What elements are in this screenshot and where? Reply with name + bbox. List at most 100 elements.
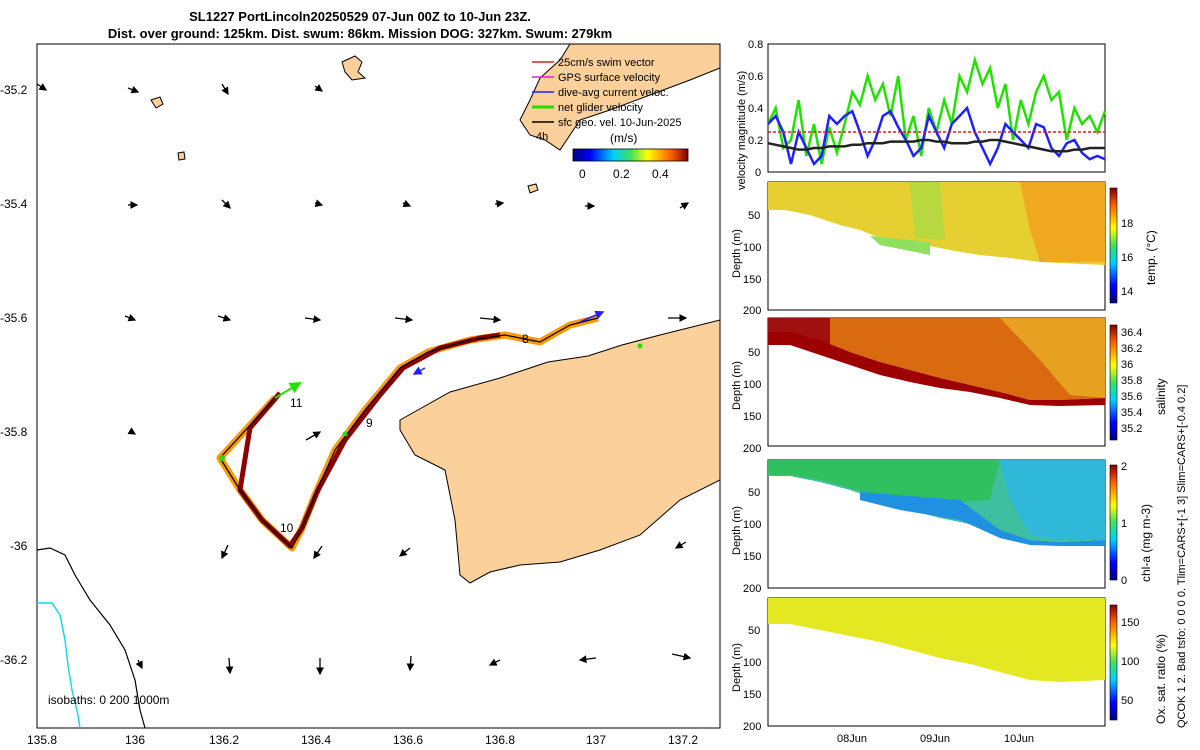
- vel-ytick: 0.4: [748, 103, 763, 115]
- sal-cbar-tick: 35.8: [1121, 375, 1142, 387]
- sal-colorbar: [1109, 324, 1118, 441]
- colorbar-unit: (m/s): [610, 131, 637, 145]
- lat-tick: -35.8: [0, 425, 28, 439]
- map-legend: 25cm/s swim vector GPS surface velocity …: [532, 57, 689, 181]
- temp-ylabel: Depth (m): [731, 229, 743, 278]
- vel-ytick: 0.6: [748, 71, 763, 83]
- velocity-ylabel: velocity magnitude (m/s): [736, 71, 748, 190]
- chla-ylabel: Depth (m): [731, 506, 743, 555]
- chla-ytick: 100: [743, 519, 761, 531]
- temp-colorbar: [1109, 187, 1118, 304]
- legend-label-gps: GPS surface velocity: [558, 72, 661, 84]
- chla-ytick: 200: [743, 583, 761, 595]
- chla-panel: Depth (m) 50 100 150 200 0 1 2 chl-a (mg…: [731, 459, 1153, 595]
- track-label-10: 10: [280, 521, 294, 535]
- temp-ytick: 200: [743, 305, 761, 317]
- legend-label-dive: dive-avg current veloc.: [558, 87, 669, 99]
- sal-cbar-tick: 35.4: [1121, 407, 1142, 419]
- colorbar-tick-0: 0: [579, 167, 586, 181]
- temp-cbar-tick: 16: [1121, 252, 1133, 264]
- temp-cbar-label: temp. (°C): [1144, 230, 1158, 285]
- sal-cbar-tick: 36.2: [1121, 343, 1142, 355]
- chla-cbar-tick: 0: [1121, 575, 1127, 587]
- lat-tick: -35.6: [0, 311, 28, 325]
- lon-tick: 136.4: [301, 733, 331, 747]
- sal-ytick: 50: [748, 347, 760, 359]
- yorke-peninsula: [519, 43, 721, 151]
- colorbar-tick-04: 0.4: [652, 167, 669, 181]
- lon-tick: 135.8: [27, 733, 57, 747]
- ox-ytick: 100: [743, 657, 761, 669]
- ox-ylabel: Depth (m): [731, 643, 743, 692]
- sal-ytick: 150: [743, 411, 761, 423]
- vel-ytick: 0: [755, 167, 761, 179]
- legend-label-swim: 25cm/s swim vector: [558, 57, 655, 69]
- ox-ytick: 50: [748, 625, 760, 637]
- xtick-08jun: 08Jun: [837, 733, 867, 745]
- map-axis-ticks: 135.8 136 136.2 136.4 136.6 136.8 137 13…: [0, 83, 698, 747]
- lat-tick: -35.4: [0, 197, 28, 211]
- glider-track: [216, 310, 643, 552]
- sal-cbar-tick: 36: [1121, 359, 1133, 371]
- lon-tick: 136: [125, 733, 145, 747]
- chla-cbar-tick: 1: [1121, 518, 1127, 530]
- ox-cbar-tick: 150: [1121, 617, 1139, 629]
- salinity-panel: Depth (m) 50 100 150 200 35.2 35.4 35.6 …: [731, 317, 1168, 455]
- mainland-coast: [36, 547, 146, 729]
- sal-cbar-tick: 36.4: [1121, 327, 1142, 339]
- temp-ytick: 50: [748, 210, 760, 222]
- lat-tick: -35.2: [0, 83, 28, 97]
- lat-tick: -36.2: [0, 653, 28, 667]
- oxygen-panel: Depth (m) 50 100 150 200 50 100 150 Ox. …: [731, 597, 1168, 745]
- speed-colorbar: [572, 148, 689, 162]
- lon-tick: 136.8: [485, 733, 515, 747]
- velocity-series-2: [767, 138, 1105, 153]
- temp-ytick: 150: [743, 274, 761, 286]
- qc-side-note: QCOK 1 2. Bad tsfo: 0 0 0 0. Tlim=CARS+[…: [1176, 385, 1188, 728]
- lon-tick: 136.2: [209, 733, 239, 747]
- track-label-8: 8: [522, 332, 529, 346]
- ox-cbar-tick: 50: [1121, 695, 1133, 707]
- isobath-200: [37, 602, 81, 729]
- colorbar-tick-02: 0.2: [613, 167, 630, 181]
- temperature-panel: Depth (m) 50 100 150 200 14 16 18 temp. …: [731, 181, 1158, 317]
- sal-cbar-label: salinity: [1154, 378, 1168, 415]
- island-1: [341, 55, 367, 81]
- chla-ytick: 150: [743, 551, 761, 563]
- map-panel: 8 9 10 11 25cm/s swim vector GPS surface…: [0, 43, 721, 747]
- title-line-1: SL1227 PortLincoln20250529 07-Jun 00Z to…: [189, 9, 531, 24]
- title-line-2: Dist. over ground: 125km. Dist. swum: 86…: [107, 26, 613, 41]
- kangaroo-island: [399, 319, 721, 584]
- isobaths-label: isobaths: 0 200 1000m: [48, 693, 169, 707]
- legend-time-label: 4h: [536, 131, 548, 143]
- island-2: [150, 96, 164, 109]
- sal-cbar-tick: 35.6: [1121, 391, 1142, 403]
- ox-cbar-label: Ox. sat. ratio (%): [1154, 634, 1168, 724]
- sal-ytick: 200: [743, 443, 761, 455]
- chla-cbar-tick: 2: [1121, 461, 1127, 473]
- temp-ytick: 100: [743, 242, 761, 254]
- xtick-10jun: 10Jun: [1004, 733, 1034, 745]
- chla-cbar-label: chl-a (mg m-3): [1139, 504, 1153, 582]
- xtick-09jun: 09Jun: [920, 733, 950, 745]
- legend-label-sfc: sfc geo. vel. 10-Jun-2025: [558, 117, 682, 129]
- sal-cbar-tick: 35.2: [1121, 423, 1142, 435]
- velocity-panel: velocity magnitude (m/s) 0 0.2 0.4 0.6 0…: [736, 39, 1107, 190]
- chla-colorbar: [1109, 464, 1118, 581]
- ox-colorbar: [1109, 604, 1118, 721]
- temp-cbar-tick: 14: [1121, 286, 1133, 298]
- track-label-9: 9: [366, 416, 373, 430]
- lat-tick: -36: [10, 539, 28, 553]
- island-4: [527, 183, 539, 194]
- current-vectors: [36, 83, 692, 676]
- ox-ytick: 150: [743, 689, 761, 701]
- chla-ytick: 50: [748, 487, 760, 499]
- lon-tick: 136.6: [393, 733, 423, 747]
- track-label-11: 11: [290, 396, 303, 410]
- sal-ytick: 100: [743, 379, 761, 391]
- vel-ytick: 0.2: [748, 135, 763, 147]
- temp-cbar-tick: 18: [1121, 218, 1133, 230]
- ox-cbar-tick: 100: [1121, 656, 1139, 668]
- vel-ytick: 0.8: [748, 39, 763, 51]
- lon-tick: 137.2: [668, 733, 698, 747]
